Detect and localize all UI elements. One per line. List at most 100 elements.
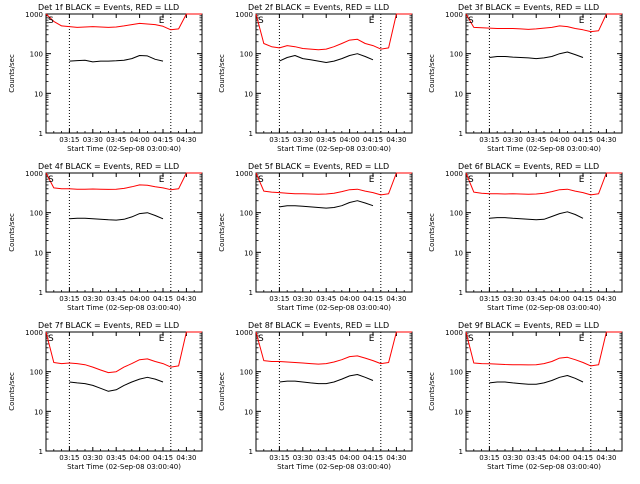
x-tick-label: 03:30 [293,454,313,462]
end-marker: E [159,16,165,26]
y-tick-label: 100 [450,369,463,377]
panel-title: Det 7f BLACK = Events, RED = LLD [38,321,179,330]
y-tick-label: 1000 [445,11,463,19]
end-marker: E [369,175,375,185]
plot-frame [45,13,203,134]
y-tick-label: 10 [34,408,43,416]
series-line-events [279,374,374,385]
panel-title: Det 6f BLACK = Events, RED = LLD [458,162,599,171]
chart-panel-9: Det 9f BLACK = Events, RED = LLD 1 10 100 10… [428,321,623,471]
plot-frame [465,331,623,452]
x-axis-title: Start Time (02-Sep-08 03:00:40) [67,304,181,312]
y-tick-label: 1000 [445,329,463,337]
x-tick-label: 03:45 [526,295,546,303]
plot-frame [255,172,413,293]
x-tick-label: 03:15 [269,136,289,144]
y-tick-label: 100 [450,51,463,59]
plot-frame [255,331,413,452]
y-axis-title: Counts/sec [8,213,16,252]
y-tick-label: 100 [240,51,253,59]
series-line-lld [255,172,412,196]
x-tick-label: 03:45 [316,295,336,303]
x-tick-label: 03:45 [316,454,336,462]
y-tick-label: 1 [459,130,463,138]
y-tick-label: 1000 [25,11,43,19]
y-tick-label: 1 [249,130,253,138]
start-marker: S [258,16,264,26]
x-tick-label: 03:30 [83,295,103,303]
chart-panel-1: Det 1f BLACK = Events, RED = LLD 1 10 100 10… [8,3,203,153]
series-line-events [279,200,374,209]
panel-title: Det 4f BLACK = Events, RED = LLD [38,162,179,171]
y-tick-label: 10 [34,90,43,98]
y-tick-label: 100 [240,369,253,377]
x-tick-label: 04:00 [130,136,150,144]
y-tick-label: 1 [39,448,43,456]
y-tick-label: 100 [450,210,463,218]
x-tick-label: 03:30 [83,454,103,462]
x-axis-title: Start Time (02-Sep-08 03:00:40) [487,145,601,153]
x-tick-label: 04:00 [550,295,570,303]
y-tick-label: 10 [454,408,463,416]
x-tick-label: 04:15 [573,136,593,144]
x-tick-label: 04:30 [386,454,406,462]
x-tick-label: 04:30 [596,295,616,303]
y-axis-title: Counts/sec [218,54,226,93]
x-tick-label: 04:30 [386,295,406,303]
y-axis-title: Counts/sec [428,372,436,411]
y-axis-title: Counts/sec [8,372,16,411]
y-axis-title: Counts/sec [428,213,436,252]
chart-panel-4: Det 4f BLACK = Events, RED = LLD 1 10 100 10… [8,162,203,312]
start-marker: S [468,334,474,344]
end-marker: E [579,175,585,185]
start-marker: S [258,175,264,185]
x-tick-label: 03:15 [59,454,79,462]
x-tick-label: 04:00 [550,136,570,144]
x-tick-label: 03:30 [293,136,313,144]
series-line-events [489,375,584,385]
start-marker: S [258,334,264,344]
series-line-events [489,51,584,60]
series-line-lld [255,331,412,365]
x-tick-label: 03:45 [316,136,336,144]
panel-title: Det 8f BLACK = Events, RED = LLD [248,321,389,330]
end-marker: E [369,16,375,26]
chart-panel-5: Det 5f BLACK = Events, RED = LLD 1 10 100 10… [218,162,413,312]
series-line-events [69,376,164,392]
y-tick-label: 10 [244,249,253,257]
x-tick-label: 04:30 [176,136,196,144]
x-axis-title: Start Time (02-Sep-08 03:00:40) [487,463,601,471]
panel-title: Det 9f BLACK = Events, RED = LLD [458,321,599,330]
series-line-events [489,211,584,221]
plot-frame [45,172,203,293]
y-tick-label: 100 [30,210,43,218]
x-tick-label: 04:00 [550,454,570,462]
y-axis-title: Counts/sec [218,372,226,411]
x-tick-label: 03:45 [526,454,546,462]
start-marker: S [468,16,474,26]
end-marker: E [369,334,375,344]
x-axis-title: Start Time (02-Sep-08 03:00:40) [67,463,181,471]
x-tick-label: 03:30 [83,136,103,144]
y-tick-label: 10 [454,90,463,98]
x-tick-label: 04:15 [363,454,383,462]
y-tick-label: 1000 [25,329,43,337]
y-tick-label: 1 [39,289,43,297]
y-tick-label: 1000 [235,170,253,178]
x-tick-label: 03:45 [106,136,126,144]
x-tick-label: 03:45 [526,136,546,144]
x-axis-title: Start Time (02-Sep-08 03:00:40) [487,304,601,312]
panel-title: Det 5f BLACK = Events, RED = LLD [248,162,389,171]
x-tick-label: 04:15 [363,295,383,303]
y-tick-label: 1000 [25,170,43,178]
x-tick-label: 04:30 [596,136,616,144]
start-marker: S [48,334,54,344]
x-tick-label: 04:15 [573,454,593,462]
x-tick-label: 03:15 [479,454,499,462]
y-tick-label: 1 [249,289,253,297]
x-tick-label: 04:00 [130,454,150,462]
x-tick-label: 04:15 [153,136,173,144]
x-axis-title: Start Time (02-Sep-08 03:00:40) [277,145,391,153]
start-marker: S [48,175,54,185]
